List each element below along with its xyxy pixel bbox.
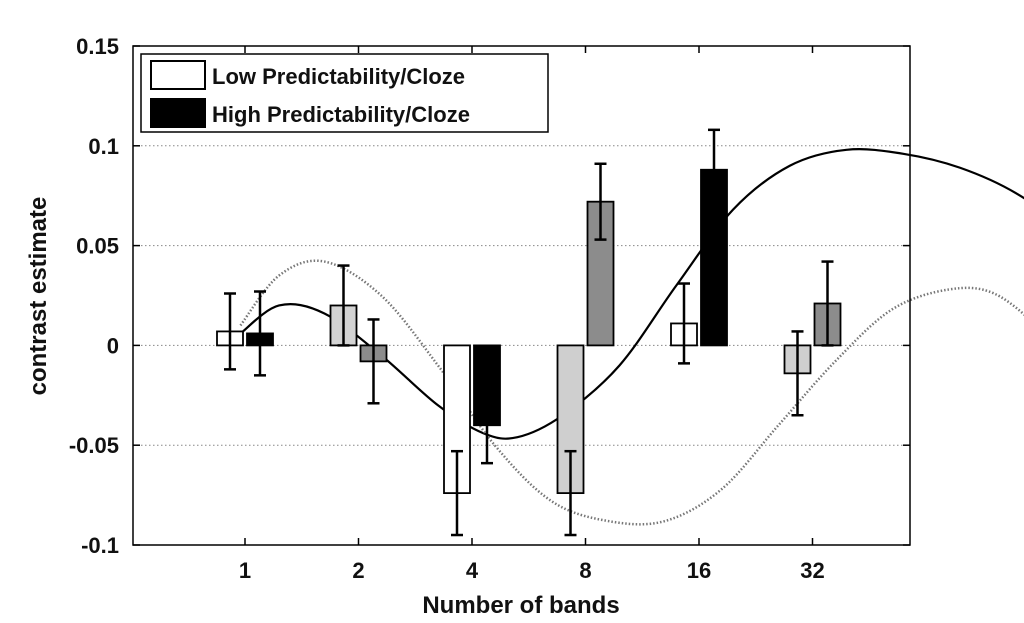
error-bars [224, 128, 834, 537]
solid-fit-curve [239, 148, 1024, 440]
legend-box [140, 53, 549, 133]
x-tick-label: 4 [466, 558, 479, 583]
x-tick-label: 1 [239, 558, 251, 583]
plot-frame [132, 45, 911, 546]
y-tick-label: 0 [107, 333, 119, 358]
y-tick-label: 0.15 [76, 34, 119, 59]
legend-swatch-high [150, 98, 206, 128]
y-tick-label: -0.1 [81, 533, 119, 558]
legend-swatch-low [150, 60, 206, 90]
legend-label-low: Low Predictability/Cloze [212, 64, 465, 89]
fit-curves [239, 148, 1024, 526]
x-tick-label: 32 [800, 558, 824, 583]
axis-ticks: -0.1 -0.05 0 0.05 0.1 0.15 1 2 4 8 16 32 [69, 34, 910, 583]
dotted-fit-curve [239, 259, 1024, 526]
x-axis-title: Number of bands [422, 592, 619, 619]
y-tick-label: 0.05 [76, 234, 119, 259]
x-tick-label: 16 [687, 558, 711, 583]
y-axis-title: contrast estimate [25, 197, 52, 396]
y-tick-label: 0.1 [88, 134, 119, 159]
bars [216, 168, 842, 495]
gridlines [133, 145, 910, 446]
x-tick-label: 8 [579, 558, 591, 583]
legend-label-high: High Predictability/Cloze [212, 102, 470, 127]
y-tick-label: -0.05 [69, 433, 119, 458]
x-tick-label: 2 [352, 558, 364, 583]
legend: Low Predictability/Cloze High Predictabi… [140, 53, 549, 133]
